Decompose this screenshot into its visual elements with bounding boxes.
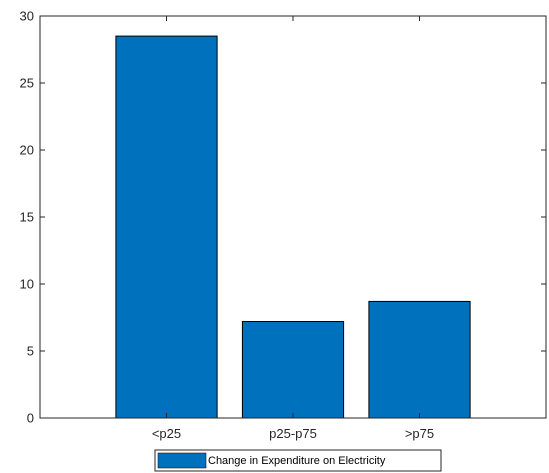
bars-group — [115, 35, 471, 419]
x-tick-label: <p25 — [152, 426, 181, 441]
x-tick-label: p25-p75 — [269, 426, 317, 441]
y-tick-label: 25 — [20, 76, 34, 91]
x-axis-ticks: <p25 p25-p75 >p75 — [152, 16, 434, 441]
bar-3 — [368, 300, 471, 419]
y-axis-ticks: 0 5 10 15 20 25 30 — [20, 9, 546, 426]
bar-2 — [241, 321, 345, 419]
y-tick-label: 5 — [27, 344, 34, 359]
bar-1 — [115, 35, 218, 419]
y-tick-label: 15 — [20, 210, 34, 225]
x-tick-label: >p75 — [405, 426, 434, 441]
legend: Change in Expenditure on Electricity — [154, 449, 442, 472]
legend-swatch — [157, 452, 207, 469]
legend-label: Change in Expenditure on Electricity — [208, 455, 386, 467]
y-tick-label: 30 — [20, 9, 34, 24]
y-tick-label: 0 — [27, 411, 34, 426]
legend-box — [154, 449, 442, 472]
y-tick-label: 10 — [20, 277, 34, 292]
y-tick-label: 20 — [20, 143, 34, 158]
